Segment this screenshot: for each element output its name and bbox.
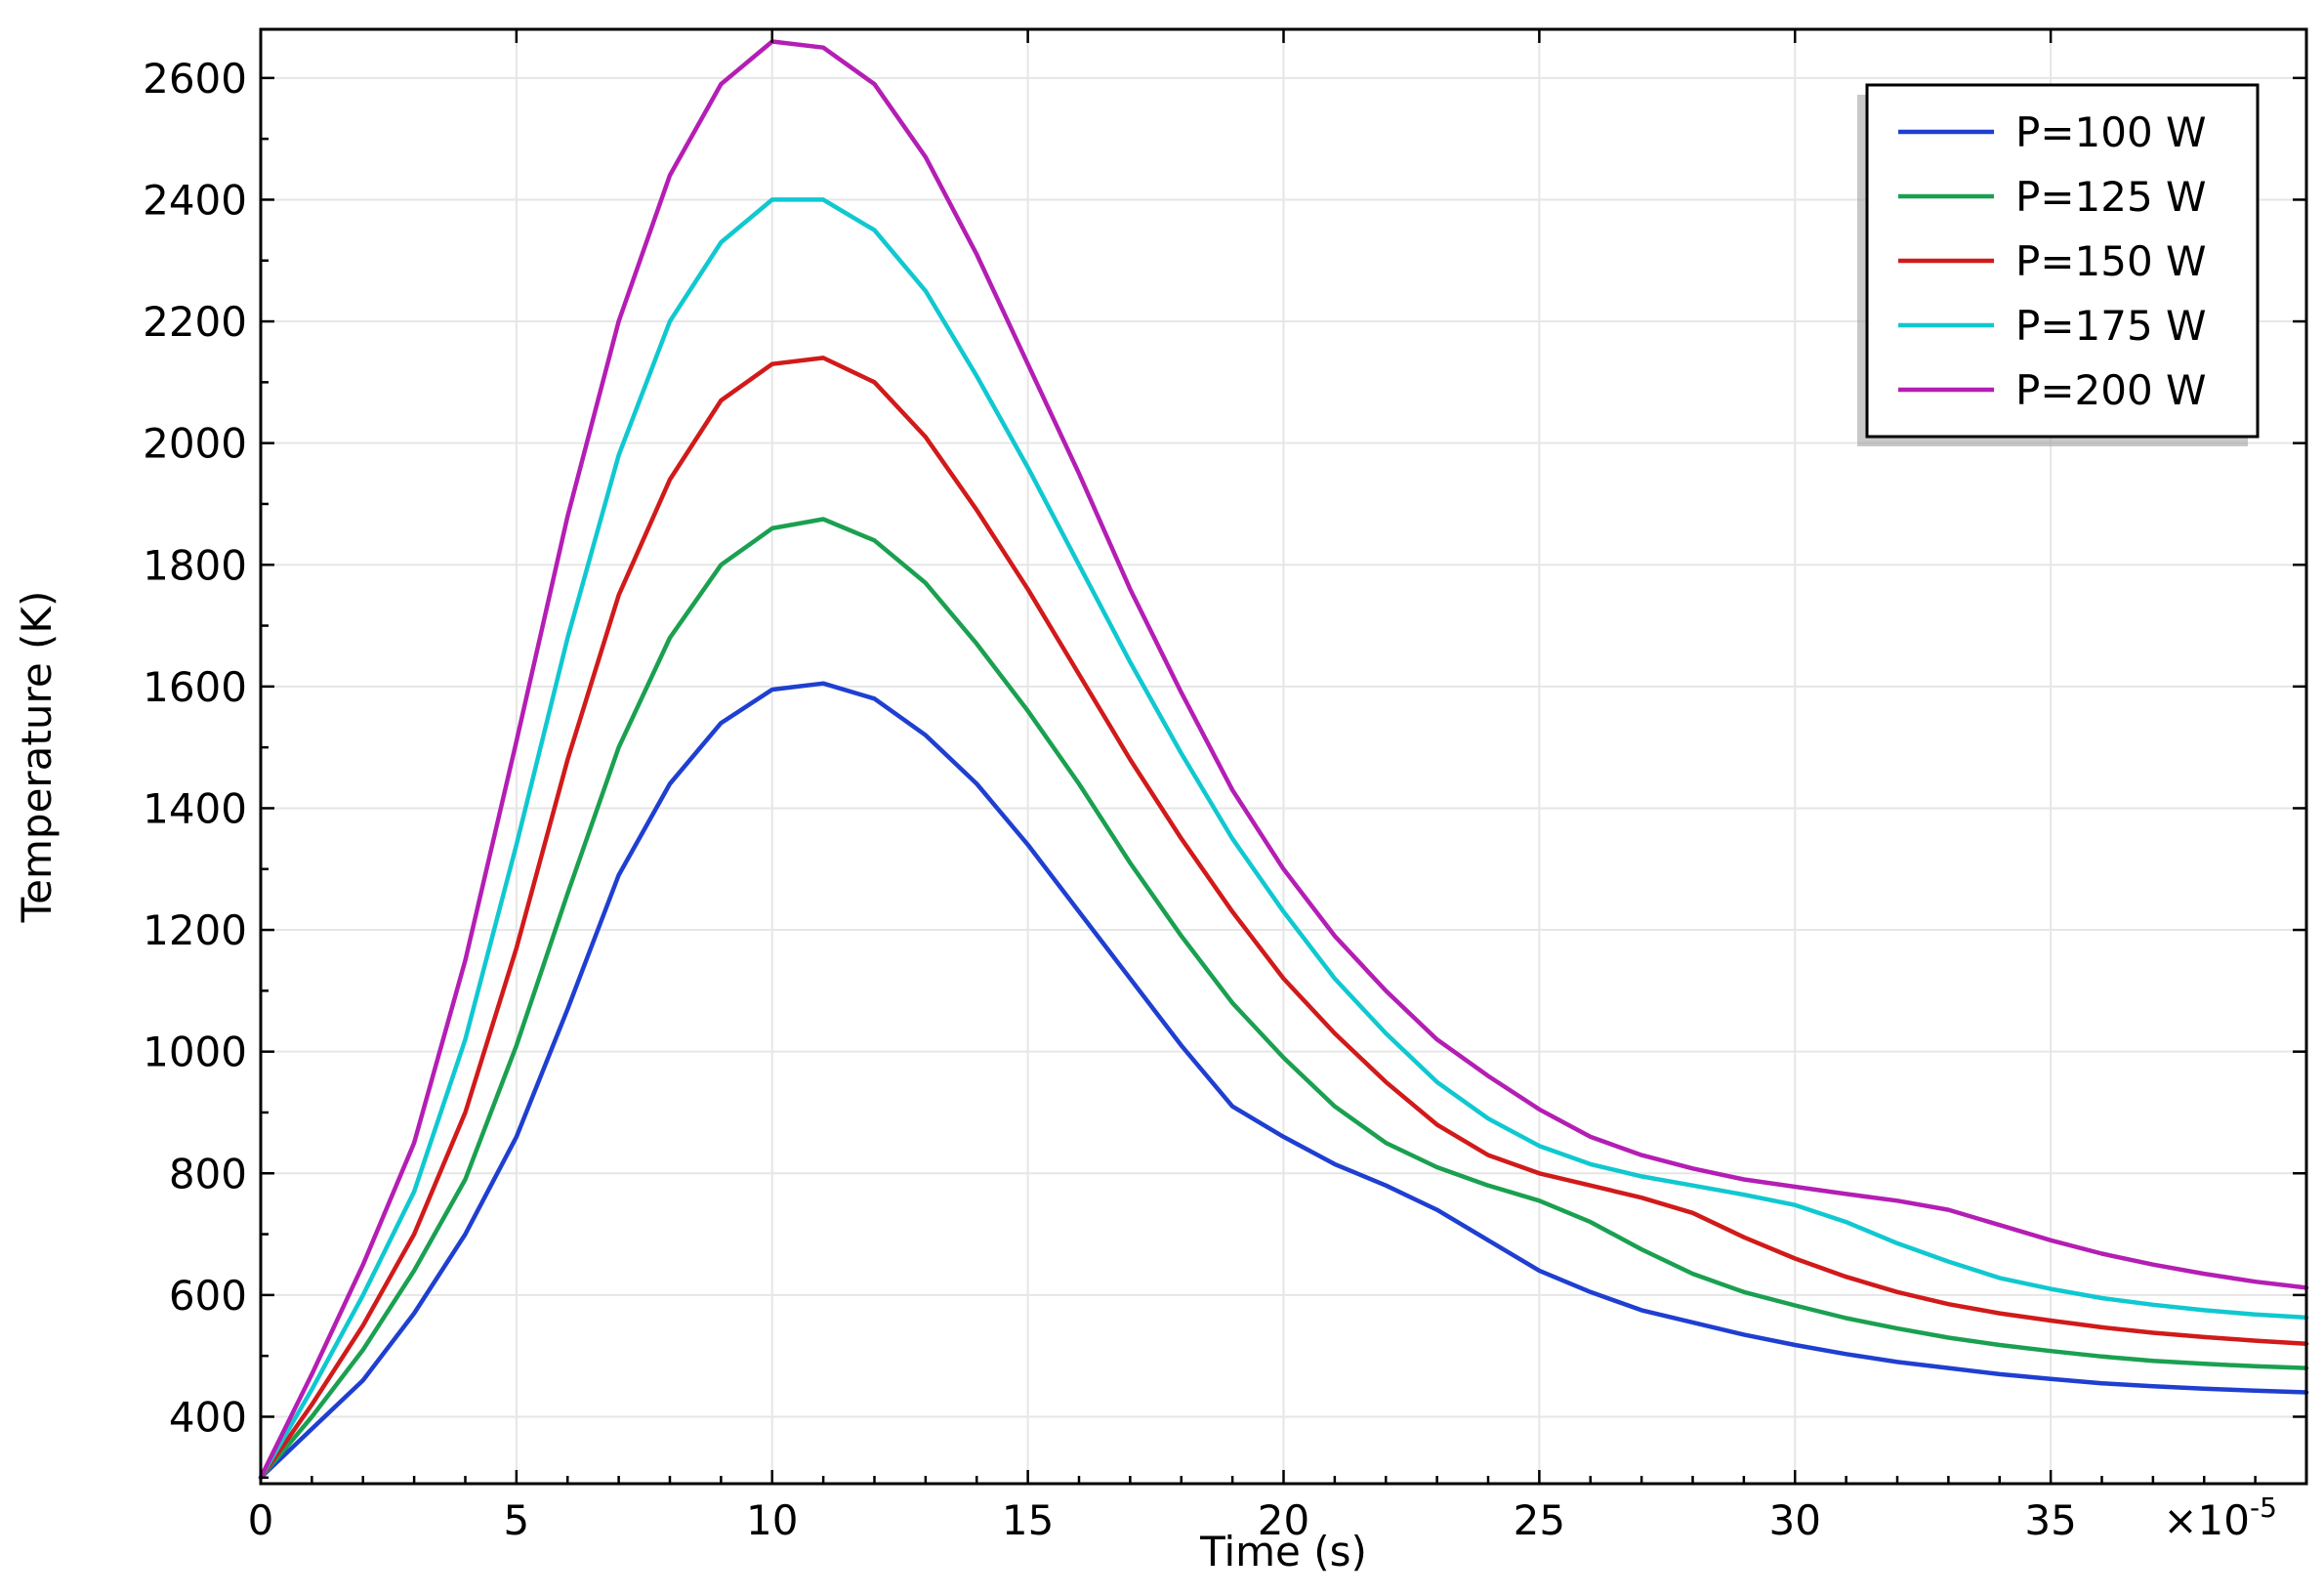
y-axis-title: Temperature (K) <box>13 591 61 924</box>
x-axis-multiplier: ×10-5 <box>2163 1491 2277 1544</box>
x-tick-labels: 0 5 10 15 20 25 30 35 <box>248 1496 2077 1544</box>
legend: P=100 W P=125 W P=150 W P=175 W P=200 W <box>1857 83 2260 446</box>
legend-item: P=150 W <box>1898 237 2207 285</box>
y-tick-label: 2600 <box>143 55 247 103</box>
legend-label: P=100 W <box>2015 108 2207 156</box>
x-axis-title: Time (s) <box>1199 1528 1367 1575</box>
legend-item: P=200 W <box>1898 366 2207 414</box>
y-tick-label: 400 <box>169 1393 247 1441</box>
y-tick-label: 2200 <box>143 298 247 346</box>
x-tick-label: 35 <box>2024 1496 2076 1544</box>
y-tick-label: 600 <box>169 1272 247 1320</box>
y-tick-label: 1800 <box>143 541 247 589</box>
series-line <box>258 356 2309 1481</box>
legend-item: P=100 W <box>1898 108 2207 156</box>
legend-item: P=125 W <box>1898 173 2207 221</box>
legend-label: P=125 W <box>2015 173 2207 221</box>
x-multiplier-base: ×10 <box>2163 1496 2250 1544</box>
x-tick-label: 5 <box>504 1496 530 1544</box>
y-tick-label: 800 <box>169 1150 247 1197</box>
y-tick-label: 1600 <box>143 663 247 711</box>
y-tick-labels: 400 600 800 1000 1200 1400 1600 1800 2000 2200 240… <box>143 55 247 1442</box>
y-tick-label: 1000 <box>143 1029 247 1076</box>
series-lines <box>258 39 2309 1481</box>
y-tick-label: 2000 <box>143 420 247 468</box>
x-tick-label: 10 <box>746 1496 798 1544</box>
x-multiplier-exponent: -5 <box>2250 1491 2277 1524</box>
y-tick-label: 2400 <box>143 176 247 224</box>
legend-label: P=150 W <box>2015 237 2207 285</box>
legend-label: P=175 W <box>2015 302 2207 350</box>
legend-item: P=175 W <box>1898 302 2207 350</box>
series-line <box>258 517 2309 1481</box>
x-tick-label: 0 <box>248 1496 274 1544</box>
axis-ticks <box>259 29 2306 1484</box>
x-tick-label: 20 <box>1258 1496 1309 1544</box>
series-line <box>258 681 2309 1481</box>
legend-items: P=100 W P=125 W P=150 W P=175 W P=200 W <box>1898 108 2207 414</box>
series-line <box>258 197 2309 1481</box>
y-tick-label: 1200 <box>143 906 247 954</box>
x-tick-label: 25 <box>1514 1496 1565 1544</box>
x-tick-label: 30 <box>1769 1496 1821 1544</box>
legend-label: P=200 W <box>2015 366 2207 414</box>
y-tick-label: 1400 <box>143 784 247 832</box>
series-line <box>258 39 2309 1481</box>
x-tick-label: 15 <box>1002 1496 1054 1544</box>
